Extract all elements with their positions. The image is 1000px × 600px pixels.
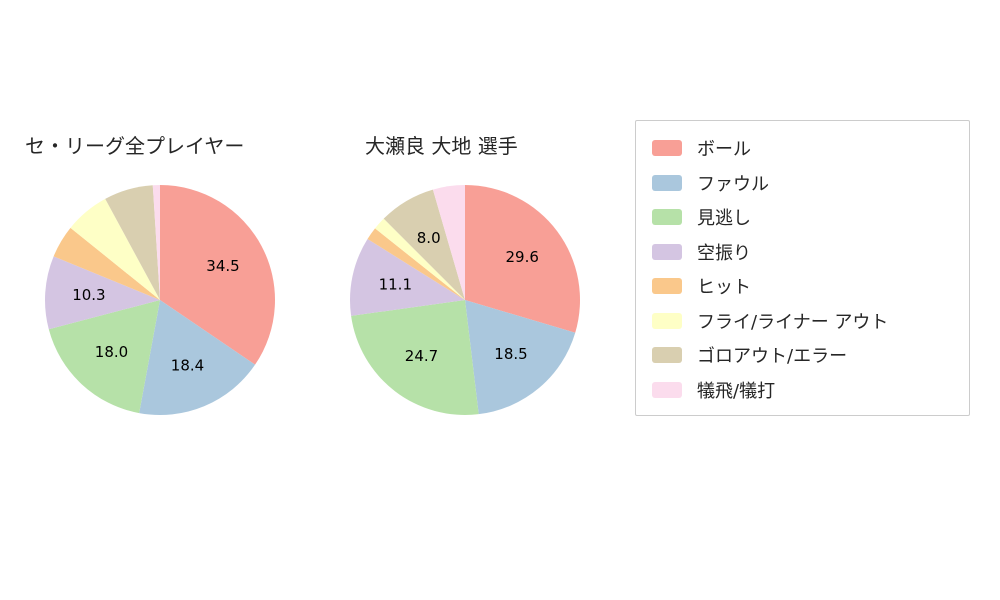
legend-label: ボール xyxy=(697,139,751,161)
legend-item-6: ゴロアウト/エラー xyxy=(652,338,969,373)
pie-chart-player: 29.6 18.5 24.7 11.1 8.0 xyxy=(350,185,581,415)
legend-swatch-icon xyxy=(652,312,682,329)
pie-slice-6 xyxy=(105,185,160,300)
legend-item-5: フライ/ライナー アウト xyxy=(652,304,969,339)
pie-slice-6 xyxy=(383,189,465,300)
chart-title-player: 大瀬良 大地 選手 xyxy=(365,134,518,158)
pie-value-label: 18.4 xyxy=(171,356,204,374)
pie-slice-7 xyxy=(432,185,465,300)
pie-slice-3 xyxy=(44,256,160,330)
pie-slice-0 xyxy=(160,185,275,365)
pie-slice-0 xyxy=(465,185,581,333)
legend-label: ファウル xyxy=(697,173,769,195)
legend-item-1: ファウル xyxy=(652,166,969,201)
pie-value-label: 24.7 xyxy=(405,347,438,365)
legend-swatch-icon xyxy=(652,140,682,157)
legend-label: ヒット xyxy=(697,277,751,299)
legend-label: 空振り xyxy=(697,242,751,264)
legend-item-2: 見逃し xyxy=(652,200,969,235)
pie-slice-1 xyxy=(465,300,576,415)
legend-swatch-icon xyxy=(652,174,682,191)
pie-slice-1 xyxy=(139,300,256,416)
legend-swatch-icon xyxy=(652,278,682,295)
pie-value-label: 18.0 xyxy=(95,343,128,361)
legend-item-0: ボール xyxy=(652,131,969,166)
pie-value-label: 18.5 xyxy=(494,345,527,363)
legend-label: 見逃し xyxy=(697,208,751,230)
legend-label: 犠飛/犠打 xyxy=(697,380,776,402)
pie-value-label: 29.6 xyxy=(505,248,538,266)
pie-slice-5 xyxy=(375,218,465,300)
pie-slice-2 xyxy=(351,300,479,415)
pie-slice-3 xyxy=(350,238,465,316)
pie-slice-7 xyxy=(152,185,160,300)
legend-label: ゴロアウト/エラー xyxy=(697,346,848,368)
pie-value-label: 8.0 xyxy=(417,229,441,247)
legend-swatch-icon xyxy=(652,243,682,260)
legend-item-4: ヒット xyxy=(652,269,969,304)
legend-item-3: 空振り xyxy=(652,235,969,270)
legend-swatch-icon xyxy=(652,381,682,398)
pie-value-label: 34.5 xyxy=(206,257,239,275)
legend: ボールファウル見逃し空振りヒットフライ/ライナー アウト ゴロアウト/エラー 犠飛/… xyxy=(635,120,970,416)
pie-slice-2 xyxy=(48,300,160,414)
legend-label: フライ/ライナー アウト xyxy=(697,311,889,333)
legend-swatch-icon xyxy=(652,209,682,226)
pie-slice-5 xyxy=(70,198,160,300)
legend-swatch-icon xyxy=(652,347,682,364)
legend-item-7: 犠飛/犠打 xyxy=(652,373,969,408)
pie-slice-4 xyxy=(367,228,465,300)
pie-chart-league: 34.5 18.4 18.0 10.3 xyxy=(44,185,275,416)
pie-value-label: 10.3 xyxy=(72,286,105,304)
pie-value-label: 11.1 xyxy=(379,276,412,294)
pie-slice-4 xyxy=(53,227,161,300)
chart-title-league: セ・リーグ全プレイヤー xyxy=(25,134,245,158)
